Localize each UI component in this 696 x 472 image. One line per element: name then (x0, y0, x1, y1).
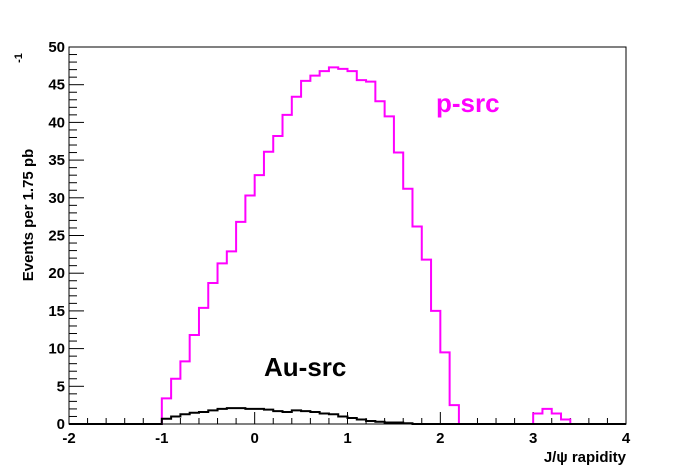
y-tick-label: 50 (48, 39, 65, 56)
x-tick-label: 4 (622, 430, 631, 447)
annotation-au-src: Au-src (264, 352, 346, 382)
y-tick-label: 40 (48, 114, 65, 131)
y-tick-labels: 0 5 10 15 20 25 30 35 40 45 50 (48, 39, 65, 433)
frame (68, 46, 627, 425)
x-tick-label: 3 (529, 430, 537, 447)
x-tick-label: -2 (62, 430, 75, 447)
y-tick-label: 25 (48, 228, 65, 245)
series-au-src-histogram (69, 407, 626, 425)
y-tick-label: 10 (48, 341, 65, 358)
y-tick-label: 35 (48, 152, 65, 169)
x-tick-label: 1 (343, 430, 351, 447)
y-tick-label: 0 (57, 416, 65, 433)
x-axis-title: J/ψ rapidity (544, 449, 627, 466)
y-tick-label: 30 (48, 190, 65, 207)
y-axis-title: Events per 1.75 pb (20, 149, 37, 282)
axis-ticks (68, 46, 627, 425)
annotation-p-src: p-src (436, 88, 500, 118)
x-tick-label: 0 (250, 430, 258, 447)
x-tick-label: 2 (436, 430, 444, 447)
y-axis-title-superscript: -1 (13, 53, 25, 63)
x-tick-labels: -2 -1 0 1 2 3 4 (62, 430, 631, 447)
y-tick-label: 5 (57, 378, 65, 395)
x-tick-label: -1 (155, 430, 168, 447)
y-tick-label: 15 (48, 303, 65, 320)
series-layer (69, 66, 626, 425)
y-tick-label: 20 (48, 265, 65, 282)
y-tick-label: 45 (48, 77, 65, 94)
series-p-src-histogram (69, 66, 626, 425)
